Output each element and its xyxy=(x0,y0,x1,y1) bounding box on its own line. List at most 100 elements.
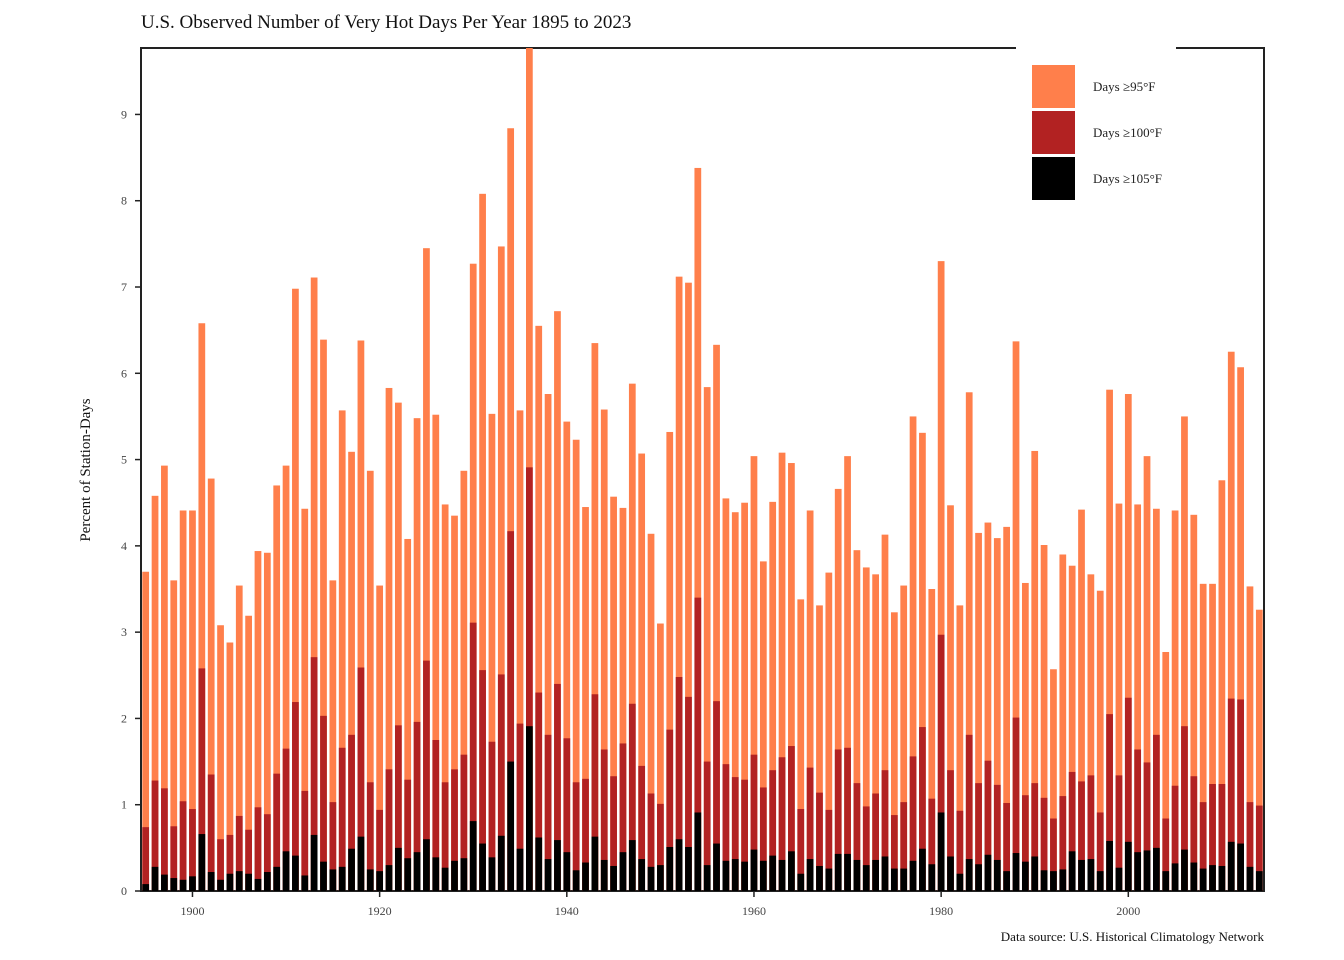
bar-series2-2014 xyxy=(1255,805,1263,891)
y-tick-label: 8 xyxy=(121,194,127,208)
bar-series2-1972 xyxy=(862,806,870,891)
bar-series1-2004 xyxy=(1162,651,1170,891)
bar-series1-1914 xyxy=(320,339,327,891)
bar-series1-1942 xyxy=(582,507,589,891)
bar-series3-2001 xyxy=(1134,852,1142,891)
bar-series1-1967 xyxy=(816,605,823,891)
bar-series1-1974 xyxy=(881,534,889,891)
legend-frame-gap xyxy=(1016,44,1176,52)
bar-series2-1956 xyxy=(713,701,720,891)
bar-series2-1913 xyxy=(310,657,318,891)
bar-series1-1949 xyxy=(647,533,655,891)
bar-series2-1941 xyxy=(572,782,580,891)
bar-series1-1930 xyxy=(469,263,477,892)
bar-series2-1981 xyxy=(947,770,954,891)
bar-series3-1903 xyxy=(217,879,224,891)
bar-series3-1986 xyxy=(993,859,1001,891)
bar-series1-1983 xyxy=(965,392,973,891)
legend-label: Days ≥100°F xyxy=(1093,125,1162,140)
bar-series2-1999 xyxy=(1115,775,1123,891)
bar-series2-2003 xyxy=(1153,734,1160,891)
bar-series3-1951 xyxy=(666,846,674,891)
bar-series3-1968 xyxy=(825,868,833,891)
bar-series3-1993 xyxy=(1059,869,1067,891)
bar-series2-1938 xyxy=(544,734,552,891)
bar-series2-1936 xyxy=(526,467,533,891)
bar-series1-1993 xyxy=(1059,554,1067,891)
bar-series3-1899 xyxy=(179,879,187,891)
bar-series2-1925 xyxy=(423,660,430,891)
x-tick-label: 1940 xyxy=(555,904,579,918)
bar-series1-1991 xyxy=(1040,545,1048,891)
bar-series3-1906 xyxy=(245,873,252,891)
legend: Days ≥95°F Days ≥100°F Days ≥105°F xyxy=(1016,44,1176,212)
bar-series3-1957 xyxy=(722,860,730,891)
bar-series1-1975 xyxy=(890,612,898,891)
bar-series2-1896 xyxy=(151,780,159,891)
bar-series3-1933 xyxy=(497,835,505,891)
bar-series1-1959 xyxy=(741,502,748,891)
y-axis-label: Percent of Station-Days xyxy=(78,398,94,541)
bar-series3-1925 xyxy=(423,839,430,891)
bar-series3-1926 xyxy=(432,857,440,891)
bar-series3-1964 xyxy=(788,851,795,891)
bar-series3-1994 xyxy=(1068,851,1076,891)
bar-series3-1904 xyxy=(226,873,234,891)
bar-series2-1947 xyxy=(628,703,636,891)
bar-series2-1966 xyxy=(806,767,814,891)
bar-series2-1915 xyxy=(329,802,337,891)
bar-series2-1933 xyxy=(497,674,505,891)
legend-label: Days ≥95°F xyxy=(1093,79,1156,94)
bar-series1-1977 xyxy=(909,416,917,891)
bar-series2-1904 xyxy=(226,834,234,891)
bar-series2-1950 xyxy=(657,803,664,891)
bar-series2-1989 xyxy=(1021,795,1029,891)
bar-series3-2000 xyxy=(1124,841,1132,891)
bar-series2-1994 xyxy=(1068,771,1076,891)
bar-series1-1896 xyxy=(151,495,159,891)
bar-series3-1971 xyxy=(853,859,861,891)
legend-swatch xyxy=(1032,65,1075,108)
bar-series2-1969 xyxy=(834,749,842,891)
legend-label: Days ≥105°F xyxy=(1093,171,1162,186)
bar-series1-1931 xyxy=(479,193,486,891)
bar-series1-1996 xyxy=(1087,574,1095,891)
bar-series3-1966 xyxy=(806,859,814,891)
bar-series3-2008 xyxy=(1199,868,1207,891)
bar-series3-1999 xyxy=(1115,867,1123,891)
bar-series3-1897 xyxy=(161,874,168,891)
bar-series1-1982 xyxy=(956,605,964,891)
bar-series2-1951 xyxy=(666,729,674,891)
bar-series3-1901 xyxy=(198,834,206,891)
bar-series3-1911 xyxy=(292,855,299,891)
bar-series3-1895 xyxy=(142,884,150,891)
bar-series1-1954 xyxy=(694,167,702,891)
bar-series1-1912 xyxy=(301,508,309,891)
bar-series3-1982 xyxy=(956,873,964,891)
bar-series2-1934 xyxy=(507,531,515,891)
bar-series3-1980 xyxy=(937,812,945,891)
bar-series1-1968 xyxy=(825,572,833,891)
bar-series2-1935 xyxy=(516,723,524,891)
bar-series3-1995 xyxy=(1078,859,1085,891)
bar-series1-1918 xyxy=(357,340,365,891)
bar-series1-1907 xyxy=(254,551,262,891)
bar-series2-1946 xyxy=(619,743,627,891)
data-source: Data source: U.S. Historical Climatology… xyxy=(1001,929,1265,944)
bar-series1-2010 xyxy=(1218,480,1226,891)
bar-series3-2014 xyxy=(1255,871,1263,891)
bar-series1-1955 xyxy=(703,387,711,891)
bar-series3-1992 xyxy=(1050,871,1057,891)
bar-series2-1959 xyxy=(741,779,748,891)
bar-series3-2010 xyxy=(1218,865,1226,891)
bar-series2-1984 xyxy=(975,783,982,891)
bar-series2-2013 xyxy=(1246,802,1254,891)
bar-series1-1911 xyxy=(292,288,299,892)
bar-series3-1978 xyxy=(919,848,926,891)
bar-series2-2011 xyxy=(1227,698,1235,891)
bars xyxy=(142,48,1263,892)
bar-series2-1910 xyxy=(282,748,290,891)
bar-series2-1992 xyxy=(1050,818,1057,891)
x-tick-label: 1980 xyxy=(929,904,953,918)
